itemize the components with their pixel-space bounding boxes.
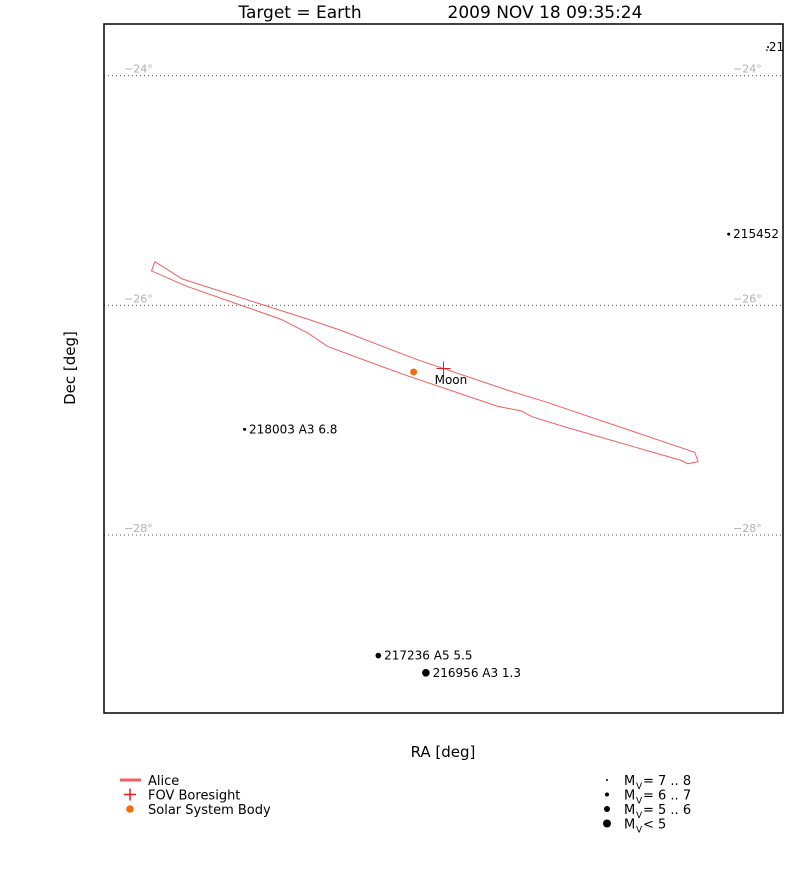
star-marker xyxy=(375,652,382,659)
legend-body-swatch xyxy=(126,805,134,813)
star-label: 215452 xyxy=(733,227,779,241)
legend-left-label: Alice xyxy=(148,774,179,789)
legend-magnitude-range: = 5 .. 6 xyxy=(643,803,691,818)
alice-fov-outline xyxy=(150,260,699,465)
dec-grid-label-right: −28° xyxy=(733,522,762,535)
plot-frame xyxy=(103,23,784,714)
legend-magnitude-sub: V xyxy=(636,782,643,792)
chart-title-target: Target = Earth xyxy=(237,3,361,23)
star-label: 217236 A5 5.5 xyxy=(384,649,472,663)
chart-title-timestamp: 2009 NOV 18 09:35:24 xyxy=(448,3,643,23)
legend-magnitude-M: M xyxy=(624,774,635,789)
dec-grid-label-left: −28° xyxy=(124,522,153,535)
legend-magnitude-sub: V xyxy=(636,797,643,807)
moon-marker xyxy=(410,368,418,376)
star-marker xyxy=(422,669,430,677)
legend-magnitude-range: < 5 xyxy=(643,818,666,833)
legend-magnitude-M: M xyxy=(624,803,635,818)
star-marker xyxy=(767,45,770,48)
plot-area: −24° −24° −26° −26° −28° −28° Moon .21 215452 218… xyxy=(104,40,784,680)
y-axis-label: Dec [deg] xyxy=(61,331,79,405)
star-label: .21 xyxy=(765,40,784,54)
legend-left-label: FOV Boresight xyxy=(148,789,240,804)
legend-magnitude-sub: V xyxy=(636,826,643,836)
legend-magnitude-dot xyxy=(605,792,609,797)
legend-magnitude-dot xyxy=(606,779,608,781)
dec-grid-label-right: −26° xyxy=(733,292,762,305)
legend-magnitude-range: = 7 .. 8 xyxy=(643,774,691,789)
legend-magnitude-sub: V xyxy=(636,811,643,821)
legend-magnitude-dot xyxy=(603,819,611,828)
dec-grid-label-left: −26° xyxy=(124,292,153,305)
star-marker xyxy=(243,427,247,431)
star-label: 218003 A3 6.8 xyxy=(249,422,337,436)
legend-magnitude-M: M xyxy=(624,789,635,804)
star-label: 216956 A3 1.3 xyxy=(433,666,521,680)
moon-label: Moon xyxy=(435,373,468,387)
dec-grid-label-right: −24° xyxy=(733,63,762,76)
star-marker xyxy=(727,232,731,236)
legend-magnitude-M: M xyxy=(624,818,635,833)
legend-left-label: Solar System Body xyxy=(148,803,271,818)
dec-grid-label-left: −24° xyxy=(124,63,153,76)
legend-magnitude-range: = 6 .. 7 xyxy=(643,789,691,804)
legend-magnitude-dot xyxy=(604,806,610,812)
x-axis-label: RA [deg] xyxy=(411,743,476,761)
